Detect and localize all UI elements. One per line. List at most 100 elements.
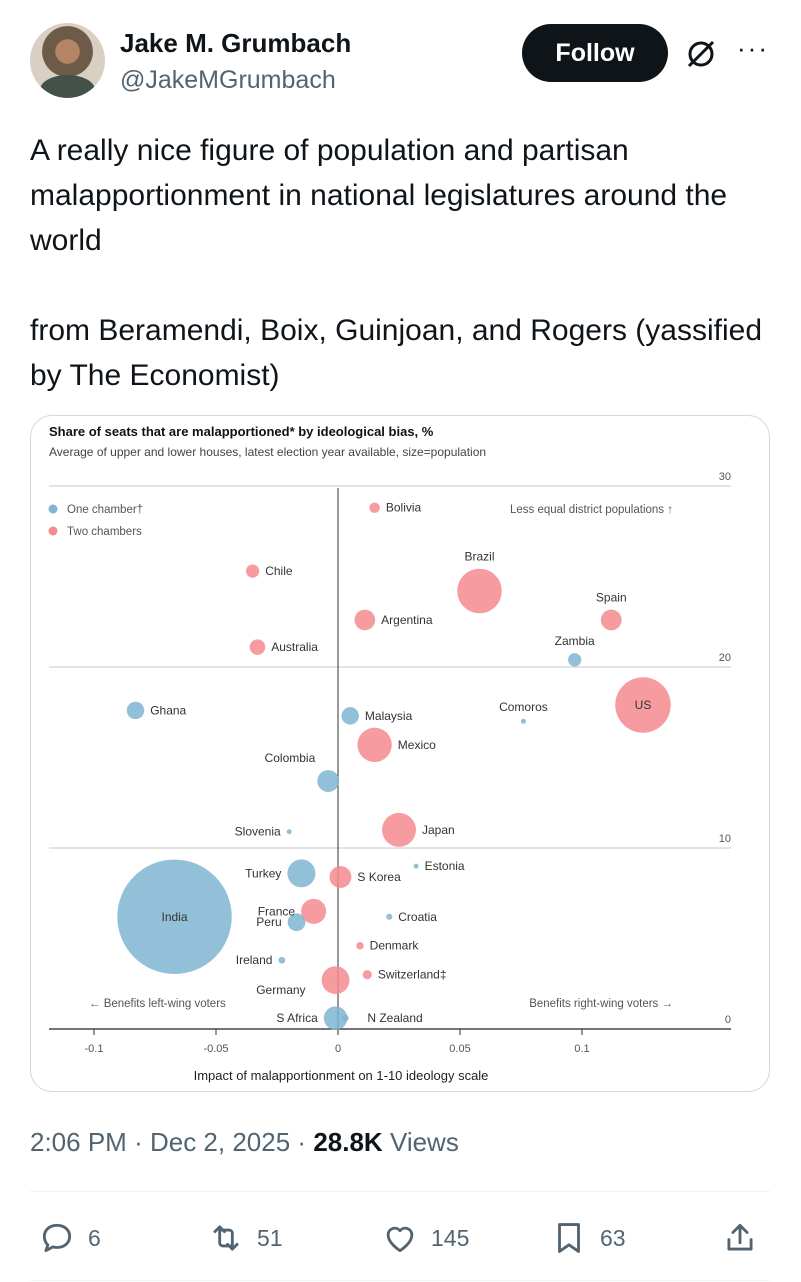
legend-swatch-two-chambers — [48, 526, 58, 536]
tweet-time[interactable]: 2:06 PM — [30, 1127, 127, 1157]
x-axis-label: Impact of malapportionment on 1-10 ideol… — [194, 1068, 489, 1083]
x-tick-label: -0.05 — [203, 1043, 228, 1055]
repost-icon — [213, 1225, 239, 1251]
like-button[interactable]: 145 — [381, 1213, 469, 1263]
x-tick-label: 0.05 — [449, 1043, 470, 1055]
bubble-ireland — [278, 956, 286, 964]
timestamp-separator-2: · — [297, 1127, 307, 1157]
point-label: Estonia — [425, 859, 465, 873]
point-label: Slovenia — [235, 825, 281, 839]
tweet-image[interactable]: Share of seats that are malapportioned* … — [30, 415, 770, 1092]
bubble-zambia — [568, 653, 582, 667]
legend-label-one-chamber: One chamber† — [67, 504, 143, 516]
author-name[interactable]: Jake M. Grumbach — [120, 28, 352, 58]
x-tick-label: 0 — [335, 1043, 341, 1055]
timestamp-separator: · — [134, 1127, 143, 1157]
share-button[interactable] — [721, 1213, 771, 1263]
reply-icon — [42, 1223, 72, 1253]
point-label: Peru — [256, 915, 281, 929]
bubble-turkey — [287, 859, 316, 888]
point-label: Colombia — [265, 751, 316, 765]
legend: One chamber† Two chambers — [48, 504, 143, 538]
reply-count: 6 — [88, 1224, 101, 1251]
point-label: S Africa — [276, 1011, 318, 1025]
bubble-switzerland- — [362, 970, 372, 980]
bubble-slovenia — [286, 829, 292, 835]
bubble-france — [301, 898, 327, 924]
point-label: Comoros — [499, 700, 548, 714]
point-label: Brazil — [465, 550, 495, 564]
bookmark-icon — [558, 1223, 580, 1253]
avatar[interactable] — [30, 23, 105, 98]
point-label: US — [635, 698, 652, 712]
bubble-s-africa — [323, 1006, 348, 1030]
point-label: Malaysia — [365, 709, 413, 723]
point-label: Switzerland‡ — [378, 968, 447, 982]
follow-button[interactable]: Follow — [522, 24, 668, 82]
heart-icon — [386, 1226, 414, 1253]
bubble-japan — [382, 812, 416, 847]
bubble-australia — [249, 639, 266, 655]
x-tick-label: -0.1 — [85, 1043, 104, 1055]
bubble-bolivia — [369, 502, 380, 513]
point-label: N Zealand — [367, 1011, 422, 1025]
label-layer: Bolivia Brazil Chile Spain Argentina Australi… — [150, 501, 651, 1025]
point-label: Chile — [265, 564, 293, 578]
repost-button[interactable]: 51 — [207, 1213, 283, 1263]
y-tick-label: 30 — [719, 471, 731, 483]
point-label: Denmark — [370, 939, 420, 953]
bookmark-button[interactable]: 63 — [550, 1213, 626, 1263]
bubble-colombia — [317, 770, 340, 792]
tweet-text: A really nice figure of population and p… — [30, 134, 763, 392]
point-label: Croatia — [398, 910, 437, 924]
bubble-comoros — [520, 718, 526, 724]
like-count: 145 — [431, 1224, 470, 1251]
bubble-us — [615, 677, 671, 733]
more-options-icon[interactable]: ··· — [737, 33, 769, 63]
tweet-timestamp[interactable]: 2:06 PM · Dec 2, 2025 · 28.8K Views — [30, 1127, 459, 1158]
point-label: Australia — [271, 640, 318, 654]
bubble-spain — [600, 609, 622, 631]
point-label: Mexico — [398, 738, 436, 752]
divider — [30, 1191, 770, 1192]
point-label: Spain — [596, 591, 627, 605]
reply-button[interactable]: 6 — [38, 1213, 101, 1263]
point-label: France — [258, 904, 296, 918]
bookmark-count: 63 — [600, 1224, 626, 1251]
grid-layer: 0 10 20 30 -0.1 -0.05 0 0.05 0.1 — [49, 471, 731, 1055]
annotation-bottom-left: ← Benefits left-wing voters — [89, 998, 226, 1010]
author-handle[interactable]: @JakeMGrumbach — [120, 66, 336, 94]
point-label: India — [162, 910, 188, 924]
point-label: Germany — [256, 983, 305, 997]
chart-subtitle: Average of upper and lower houses, lates… — [49, 445, 486, 459]
legend-swatch-one-chamber — [48, 504, 58, 514]
point-label: Japan — [422, 823, 455, 837]
bubble-malaysia — [341, 707, 359, 725]
share-icon — [727, 1223, 753, 1251]
bubble-argentina — [354, 609, 376, 631]
avatar-shirt — [40, 75, 95, 98]
tweet-date[interactable]: Dec 2, 2025 — [149, 1127, 291, 1157]
bubble-n-zealand — [341, 1014, 349, 1022]
bubble-estonia — [413, 863, 419, 869]
legend-label-two-chambers: Two chambers — [67, 526, 142, 538]
bubble-peru — [287, 913, 306, 932]
divider-bottom — [30, 1280, 770, 1281]
bubble-brazil — [457, 568, 502, 614]
y-tick-label: 0 — [725, 1014, 731, 1026]
bubble-s-korea — [329, 865, 352, 888]
repost-count: 51 — [257, 1224, 283, 1251]
grok-icon[interactable] — [684, 37, 718, 71]
bubble-germany — [321, 966, 350, 995]
point-label: S Korea — [357, 870, 401, 884]
bubble-denmark — [356, 942, 364, 950]
bubble-layer — [117, 502, 671, 1030]
bubble-mexico — [357, 727, 392, 763]
bubble-ghana — [126, 701, 145, 720]
chart-title: Share of seats that are malapportioned* … — [49, 424, 434, 439]
annotation-top-right: Less equal district populations ↑ — [510, 504, 673, 516]
point-label: Bolivia — [386, 501, 422, 515]
views-label: Views — [389, 1127, 459, 1157]
bubble-croatia — [386, 913, 393, 920]
bubble-india — [117, 859, 232, 974]
